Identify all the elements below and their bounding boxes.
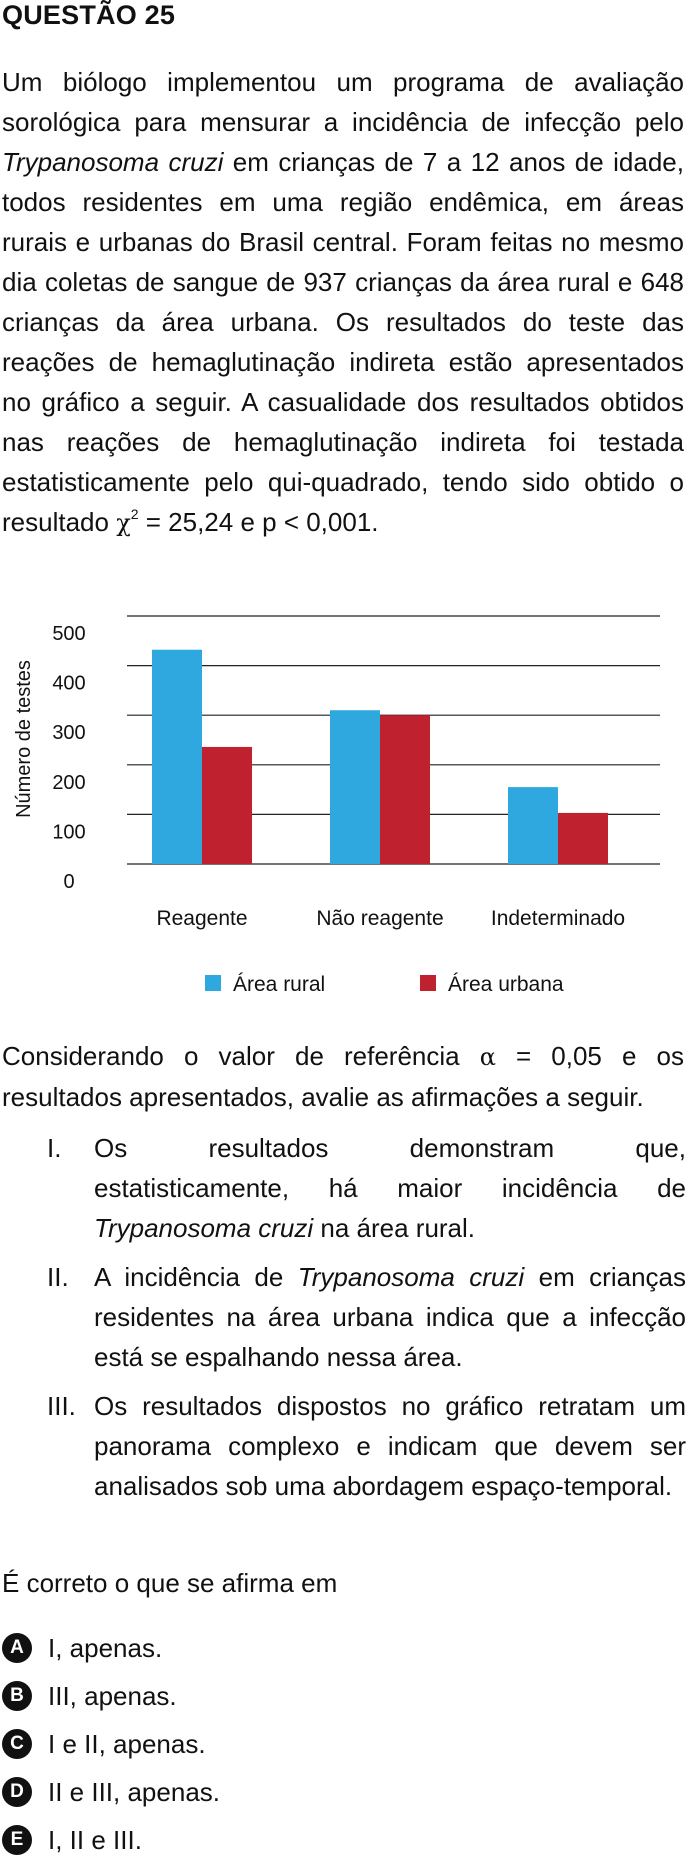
statement-number: III.: [47, 1391, 76, 1421]
chart-legend: Área rural Área urbana: [205, 973, 564, 996]
option-letter-badge: D: [2, 1777, 32, 1807]
option-text: III, apenas.: [48, 1680, 177, 1711]
legend-label: Área urbana: [448, 973, 564, 996]
option-b[interactable]: B III, apenas.: [0, 1672, 220, 1720]
consider-text-2: = 0,05 e os resultados apresentados, ava…: [2, 1041, 684, 1112]
chi-symbol: χ: [116, 509, 131, 537]
statement-line: Os resultados demonstram que,: [94, 1133, 686, 1163]
legend-swatch: [420, 975, 436, 991]
question-title: QUESTÃO 25: [2, 0, 176, 30]
statement-text: na área rural.: [313, 1213, 476, 1243]
option-letter-badge: C: [2, 1729, 32, 1759]
y-tick-label: 100: [52, 821, 85, 843]
intro-text-2: em crianças de 7 a 12 anos de idade, tod…: [2, 147, 684, 537]
question-prompt: É correto o que se afirma em: [2, 1568, 338, 1598]
legend-swatch: [205, 975, 221, 991]
statement-text: A incidência de: [94, 1262, 298, 1292]
statement-species: Trypanosoma cruzi: [94, 1213, 314, 1243]
option-text: I, apenas.: [48, 1632, 163, 1663]
statement-item: I. Os resultados demonstram que, estatist…: [0, 1128, 686, 1248]
statements-list: I. Os resultados demonstram que, estatist…: [0, 1128, 686, 1515]
option-d[interactable]: D II e III, apenas.: [0, 1768, 220, 1816]
x-tick-label: Reagente: [156, 907, 247, 930]
chi-exponent: 2: [130, 506, 139, 522]
y-tick-label: 400: [52, 673, 85, 695]
chart-y-ticks: 0 100 200 300 400 500: [52, 623, 85, 893]
statement-species: Trypanosoma cruzi: [297, 1262, 525, 1292]
bar-urbana: [202, 746, 252, 864]
option-c[interactable]: C I e II, apenas.: [0, 1720, 220, 1768]
statement-number: I.: [47, 1133, 62, 1163]
statement-item: II. A incidência de Trypanosoma cruzi em…: [0, 1257, 686, 1377]
chart-bars: [152, 649, 608, 864]
bar-rural: [508, 787, 558, 864]
x-tick-label: Não reagente: [316, 907, 443, 930]
option-text: I, II e III.: [48, 1824, 142, 1855]
intro-text-1: Um biólogo implementou um programa de av…: [2, 67, 684, 137]
bar-urbana: [558, 812, 608, 864]
bar-rural: [152, 649, 202, 864]
legend-label: Área rural: [233, 973, 325, 996]
bar-urbana: [380, 715, 430, 864]
x-tick-label: Indeterminado: [491, 907, 625, 930]
bar-rural: [330, 710, 380, 864]
statement-text: estatisticamente, há maior incidência de: [94, 1173, 686, 1203]
statement-text: Os resultados dispostos no gráfico retra…: [94, 1391, 686, 1501]
intro-species: Trypanosoma cruzi: [2, 147, 224, 177]
option-letter-badge: A: [2, 1633, 32, 1663]
option-letter-badge: E: [2, 1825, 32, 1855]
statement-number: II.: [47, 1262, 69, 1292]
bar-chart: 0 100 200 300 400 500 Reagente Não reagente Ind…: [13, 615, 660, 996]
y-tick-label: 0: [63, 871, 74, 893]
chart-y-axis-label: Número de testes: [13, 660, 35, 818]
intro-paragraph: Um biólogo implementou um programa de av…: [2, 62, 684, 543]
consider-paragraph: Considerando o valor de referência α = 0…: [2, 1036, 684, 1117]
y-tick-label: 200: [52, 772, 85, 794]
chart-x-ticks: Reagente Não reagente Indeterminado: [156, 907, 625, 930]
alpha-symbol: α: [479, 1043, 496, 1071]
option-text: II e III, apenas.: [48, 1776, 220, 1807]
statement-item: III. Os resultados dispostos no gráfico …: [0, 1386, 686, 1506]
option-text: I e II, apenas.: [48, 1728, 206, 1759]
statement-text: em crianças residentes na área urbana in…: [94, 1262, 686, 1372]
answer-options: A I, apenas. B III, apenas. C I e II, apena…: [0, 1624, 220, 1864]
chi-result: = 25,24 e p < 0,001.: [138, 507, 379, 537]
option-a[interactable]: A I, apenas.: [0, 1624, 220, 1672]
option-letter-badge: B: [2, 1681, 32, 1711]
consider-text-1: Considerando o valor de referência: [2, 1041, 480, 1071]
option-e[interactable]: E I, II e III.: [0, 1816, 220, 1864]
y-tick-label: 300: [52, 722, 85, 744]
y-tick-label: 500: [52, 623, 85, 645]
